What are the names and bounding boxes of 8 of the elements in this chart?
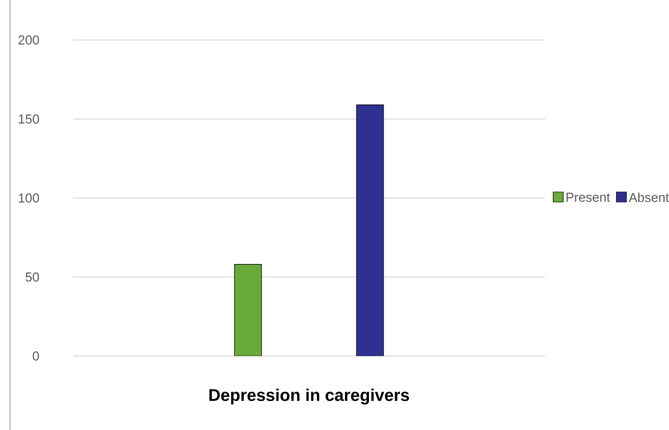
y-tick-label: 100 — [18, 193, 39, 203]
y-tick-label: 50 — [26, 272, 39, 282]
legend-label: Absent — [628, 192, 669, 202]
y-tick-label: 150 — [18, 114, 39, 124]
y-tick-label: 0 — [32, 351, 39, 361]
legend-label: Present — [566, 192, 610, 202]
x-axis-title: Depression in caregivers — [209, 388, 410, 404]
y-tick-label: 200 — [18, 35, 39, 45]
